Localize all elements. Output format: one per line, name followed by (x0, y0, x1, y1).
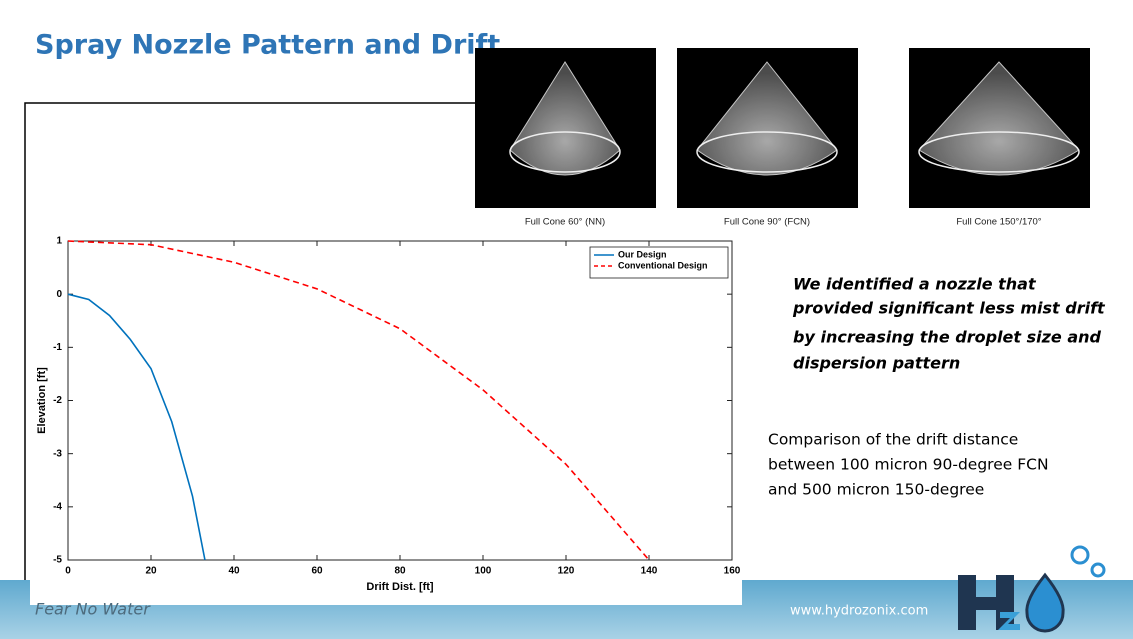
x-tick-label: 20 (145, 566, 157, 577)
statement-line: dispersion pattern (793, 354, 960, 373)
legend-label: Our Design (618, 249, 667, 259)
y-tick-label: 1 (56, 236, 62, 247)
y-axis-label: Elevation [ft] (36, 367, 48, 434)
statement-line: We identified a nozzle that (793, 275, 1037, 294)
comparison-line: between 100 micron 90-degree FCN (768, 456, 1049, 474)
y-tick-label: -2 (53, 395, 62, 406)
x-tick-label: 80 (394, 566, 406, 577)
x-tick-label: 160 (724, 566, 741, 577)
y-tick-label: -1 (53, 342, 62, 353)
image-caption: Full Cone 90° (FCN) (724, 217, 810, 228)
x-tick-label: 120 (558, 566, 575, 577)
image-caption: Full Cone 60° (NN) (525, 217, 605, 228)
y-tick-label: -3 (53, 448, 62, 459)
comparison-line: Comparison of the drift distance (768, 431, 1018, 449)
image-caption: Full Cone 150°/170° (956, 217, 1041, 228)
x-tick-label: 100 (475, 566, 492, 577)
tagline: Fear No Water (35, 600, 151, 619)
x-axis-label: Drift Dist. [ft] (366, 581, 434, 593)
plot: 0 20 40 60 80 100 120 140 160 -5 -4 -3 -2 -1 0 1 Drift D… (36, 236, 741, 593)
url: www.hydrozonix.com (790, 604, 928, 619)
legend-label: Conventional Design (618, 260, 708, 270)
statement-line: provided significant less mist drift (792, 299, 1106, 318)
page: Spray Nozzle Pattern and Drift Full Cone… (0, 0, 1133, 639)
plot-box (68, 241, 732, 560)
slide: Spray Nozzle Pattern and Drift Full Cone… (0, 0, 1133, 639)
y-tick-label: -4 (53, 501, 62, 512)
statement-line: by increasing the droplet size and (793, 328, 1102, 347)
x-tick-label: 140 (641, 566, 658, 577)
x-tick-label: 0 (65, 566, 71, 577)
x-tick-label: 60 (311, 566, 323, 577)
y-tick-label: -5 (53, 555, 62, 566)
slide-title: Spray Nozzle Pattern and Drift (35, 30, 500, 61)
comparison-line: and 500 micron 150-degree (768, 481, 984, 499)
y-tick-label: 0 (56, 289, 62, 300)
x-tick-label: 40 (228, 566, 240, 577)
nozzle-images: Full Cone 60° (NN) Full Cone 90° (FCN) Ful… (475, 48, 1090, 228)
